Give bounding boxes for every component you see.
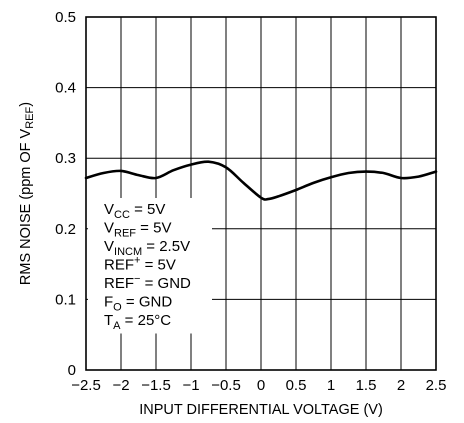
series-line (84, 160, 438, 201)
x-tick-label: 1 (327, 377, 335, 394)
condition-line: FO = GND (104, 294, 172, 314)
y-axis-label-main: RMS NOISE (ppm OF V (18, 128, 34, 285)
conditions-mask (88, 198, 212, 334)
x-tick-label: −1 (182, 377, 199, 394)
y-tick-labels: 0 0.1 0.2 0.3 0.4 0.5 (55, 9, 76, 379)
y-tick-label: 0.5 (55, 9, 76, 26)
x-axis-label: INPUT DIFFERENTIAL VOLTAGE (V) (139, 402, 383, 418)
x-tick-label: 0.5 (286, 377, 307, 394)
y-axis-label-close: ) (18, 102, 34, 107)
condition-line: VCC = 5V (104, 201, 165, 221)
plot-frame (85, 16, 437, 371)
x-tick-label: 1.5 (356, 377, 377, 394)
condition-line: TA = 25°C (104, 312, 171, 332)
y-axis-label: RMS NOISE (ppm OF VREF) (18, 102, 36, 285)
y-tick-label: 0.4 (55, 80, 76, 97)
x-tick-label: 2.5 (426, 377, 447, 394)
condition-line: REF− = GND (104, 273, 191, 292)
x-tick-label: −2.5 (71, 377, 101, 394)
condition-line: VREF = 5V (104, 220, 171, 240)
x-tick-label: −1.5 (141, 377, 171, 394)
y-axis-label-sub: REF (24, 106, 36, 128)
condition-line: VINCM = 2.5V (104, 238, 190, 258)
conditions-background (88, 198, 212, 334)
y-tick-label: 0.3 (55, 150, 76, 167)
x-tick-label: −2 (112, 377, 129, 394)
x-tick-label: 0 (257, 377, 265, 394)
x-tick-label: −0.5 (211, 377, 241, 394)
y-tick-label: 0 (68, 362, 76, 379)
condition-line: REF+ = 5V (104, 255, 176, 274)
y-tick-label: 0.2 (55, 221, 76, 238)
x-tick-labels: −2.5 −2 −1.5 −1 −0.5 0 0.5 1 1.5 2 2.5 (71, 377, 446, 394)
y-tick-label: 0.1 (55, 291, 76, 308)
x-tick-label: 2 (397, 377, 405, 394)
